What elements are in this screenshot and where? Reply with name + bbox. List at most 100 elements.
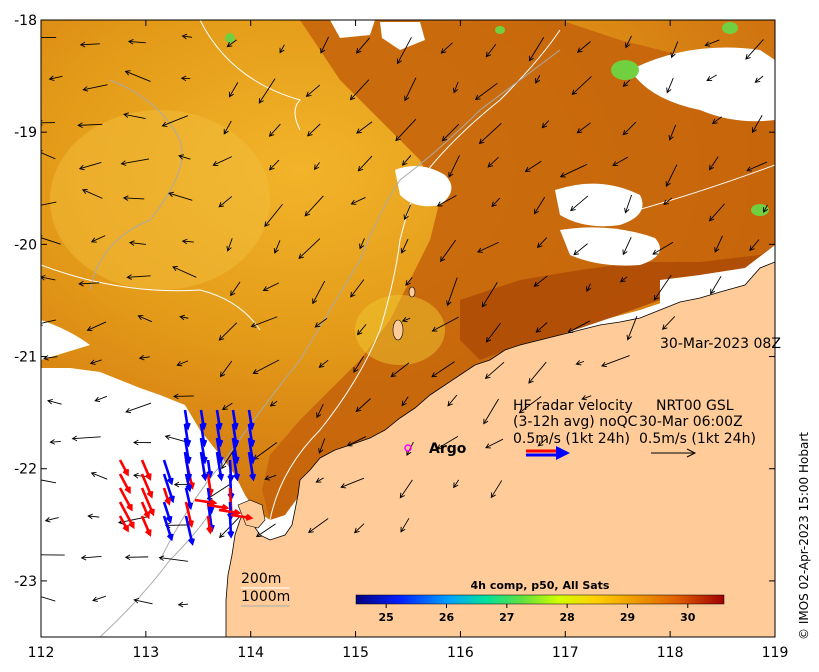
current-arrow <box>711 116 723 125</box>
current-arrow <box>227 515 235 539</box>
y-tick-label: -22 <box>14 462 37 478</box>
current-arrow <box>397 37 412 65</box>
current-arrow <box>440 239 456 263</box>
current-arrow <box>231 451 241 482</box>
current-arrow <box>223 120 232 135</box>
current-arrow <box>129 240 147 246</box>
current-arrow <box>218 196 233 208</box>
current-arrow <box>140 501 151 520</box>
current-arrow <box>754 75 764 83</box>
timestamp: 30-Mar-2023 08Z <box>660 336 781 352</box>
current-arrow <box>528 37 545 62</box>
current-arrow <box>41 477 57 484</box>
current-arrow <box>665 164 678 187</box>
current-arrow <box>357 155 373 172</box>
current-arrow <box>316 403 324 419</box>
cloud-gap <box>330 20 375 38</box>
x-tick-label: 117 <box>552 645 579 661</box>
current-arrow <box>752 114 763 134</box>
current-arrow <box>390 362 410 378</box>
current-arrow <box>576 41 591 53</box>
current-arrow <box>124 70 151 82</box>
current-arrow <box>714 235 723 253</box>
current-arrow <box>126 274 151 280</box>
current-arrow <box>490 480 503 499</box>
current-arrow <box>199 451 209 482</box>
current-arrow <box>140 515 152 537</box>
contour-200m <box>199 20 561 521</box>
argo-label: Argo <box>429 441 467 457</box>
current-arrow <box>133 472 148 479</box>
current-arrow <box>436 435 459 450</box>
current-arrow <box>230 281 241 297</box>
current-arrow <box>247 451 257 482</box>
current-arrow <box>401 155 412 166</box>
contour-1000m-label: 1000m <box>241 589 290 605</box>
x-tick-label: 116 <box>447 645 474 661</box>
current-arrow <box>90 471 108 480</box>
x-tick-label: 113 <box>132 645 159 661</box>
current-arrow <box>354 523 365 534</box>
current-arrow <box>349 79 370 101</box>
y-tick-label: -19 <box>14 125 37 141</box>
y-tick-label: -20 <box>14 237 37 253</box>
current-arrow <box>273 240 281 254</box>
current-arrow <box>401 396 409 407</box>
current-arrow <box>353 356 365 373</box>
current-arrow <box>356 323 367 336</box>
copyright: © IMOS 02-Apr-2023 15:00 Hobart <box>797 432 811 640</box>
hf-radar-scale-arrow <box>526 446 570 460</box>
current-arrow <box>127 38 146 45</box>
current-arrow <box>622 79 631 88</box>
y-tick-label: -18 <box>14 13 37 29</box>
current-arrow <box>181 238 194 245</box>
current-arrow <box>537 437 548 447</box>
nrt-scale-arrow <box>651 448 697 458</box>
current-arrow <box>441 123 460 142</box>
current-arrow <box>668 124 677 141</box>
current-arrow <box>340 477 365 489</box>
current-arrow <box>264 203 283 228</box>
island <box>392 319 404 341</box>
current-arrow <box>177 601 189 608</box>
current-arrow <box>313 162 320 171</box>
current-arrow <box>622 237 632 256</box>
current-arrow <box>314 318 328 328</box>
colorbar-tick-label: 29 <box>620 611 635 624</box>
current-arrow <box>90 235 106 243</box>
contour-1000m <box>89 79 183 291</box>
current-arrow <box>140 473 154 499</box>
current-arrow <box>400 238 409 254</box>
current-arrow <box>212 156 233 166</box>
current-arrow <box>491 197 501 208</box>
current-arrow <box>44 517 59 523</box>
current-arrow <box>359 238 365 250</box>
current-arrow <box>77 122 103 128</box>
current-arrow <box>123 112 146 120</box>
current-arrow <box>706 74 717 81</box>
current-arrow <box>653 274 672 301</box>
current-arrow <box>219 360 233 378</box>
current-arrow <box>528 361 547 384</box>
current-arrow <box>666 77 674 94</box>
colorbar-tick-label: 26 <box>439 611 455 624</box>
current-arrow <box>567 320 591 333</box>
current-arrow <box>218 322 238 341</box>
current-arrow <box>41 596 56 602</box>
current-arrow <box>120 158 150 166</box>
current-arrow <box>41 120 56 126</box>
current-arrow <box>663 197 673 206</box>
current-arrow <box>47 398 62 405</box>
current-arrow <box>581 395 592 401</box>
current-arrow <box>49 439 61 445</box>
nrt-line3: 0.5m/s (1kt 24h) <box>639 431 756 447</box>
current-arrow <box>400 518 410 533</box>
current-arrow <box>162 487 172 506</box>
current-arrow <box>161 115 188 127</box>
current-arrow <box>573 243 588 256</box>
current-arrow <box>304 195 324 217</box>
current-arrow <box>158 555 188 562</box>
current-arrow <box>535 322 548 333</box>
current-arrow <box>709 156 719 171</box>
current-arrow <box>570 195 589 212</box>
